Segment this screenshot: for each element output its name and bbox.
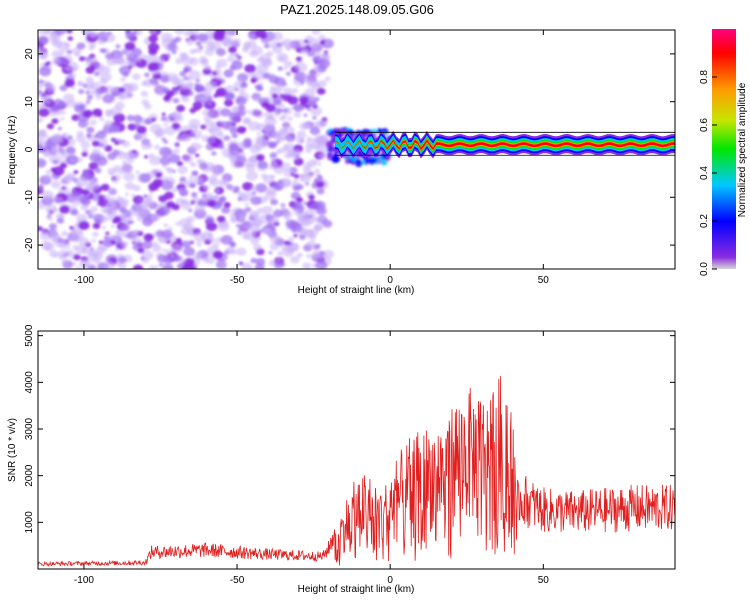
colorbar-ticks: 0.0 0.2 0.4 0.6 0.8 bbox=[699, 70, 717, 276]
heatmap-x-axis-label: Height of straight line (km) bbox=[298, 285, 415, 296]
snr-x-axis-label: Height of straight line (km) bbox=[298, 584, 415, 595]
heatmap-x-ticks: -100 -50 0 50 bbox=[74, 30, 549, 286]
y-tick-label: 5000 bbox=[24, 324, 35, 347]
y-tick-label: 0 bbox=[24, 146, 35, 152]
snr-x-ticks: -100 -50 0 50 bbox=[74, 331, 549, 586]
x-tick-label: -50 bbox=[230, 575, 245, 586]
heatmap-data-layer bbox=[38, 30, 675, 269]
snr-series-line bbox=[38, 376, 675, 567]
y-tick-label: 2000 bbox=[24, 464, 35, 487]
snr-plot-area bbox=[38, 376, 675, 567]
y-tick-label: 10 bbox=[24, 96, 35, 108]
heatmap-carrier-level-5 bbox=[335, 139, 675, 151]
x-tick-label: -100 bbox=[74, 575, 94, 586]
snr-y-axis-label: SNR (10 * v/v) bbox=[7, 418, 18, 482]
y-tick-label: 1000 bbox=[24, 511, 35, 534]
heatmap-y-axis-label: Frequency (Hz) bbox=[7, 116, 18, 185]
colorbar-tick-label: 0.2 bbox=[699, 214, 710, 228]
colorbar-tick-label: 0.4 bbox=[699, 166, 710, 180]
x-tick-label: -50 bbox=[230, 275, 245, 286]
colorbar: 0.0 0.2 0.4 0.6 0.8 Normalized spectral ampl… bbox=[699, 29, 748, 276]
colorbar-tick-label: 0.6 bbox=[699, 118, 710, 132]
y-tick-label: -10 bbox=[24, 190, 35, 205]
heatmap-carrier-band bbox=[335, 130, 675, 159]
snr-y-ticks: 1000 2000 3000 4000 5000 bbox=[24, 324, 675, 533]
heatmap-y-ticks: -20 -10 0 10 20 bbox=[24, 48, 675, 252]
y-tick-label: 20 bbox=[24, 48, 35, 60]
x-tick-label: 50 bbox=[538, 575, 550, 586]
y-tick-label: 4000 bbox=[24, 371, 35, 394]
heatmap-noise-region bbox=[38, 30, 335, 269]
x-tick-label: 0 bbox=[387, 575, 393, 586]
snr-panel: -100 -50 0 50 1000 2000 3000 4000 5000 Height o… bbox=[7, 324, 676, 595]
colorbar-label: Normalized spectral amplitude bbox=[737, 82, 748, 217]
figure-title: PAZ1.2025.148.09.05.G06 bbox=[280, 2, 434, 17]
y-tick-label: 3000 bbox=[24, 417, 35, 440]
colorbar-tick-label: 0.8 bbox=[699, 70, 710, 84]
colorbar-tick-label: 0.0 bbox=[699, 262, 710, 276]
x-tick-label: 0 bbox=[387, 275, 393, 286]
y-tick-label: -20 bbox=[24, 237, 35, 252]
x-tick-label: -100 bbox=[74, 275, 94, 286]
colorbar-gradient bbox=[712, 29, 736, 269]
snr-frame bbox=[37, 330, 676, 570]
x-tick-label: 50 bbox=[538, 275, 550, 286]
